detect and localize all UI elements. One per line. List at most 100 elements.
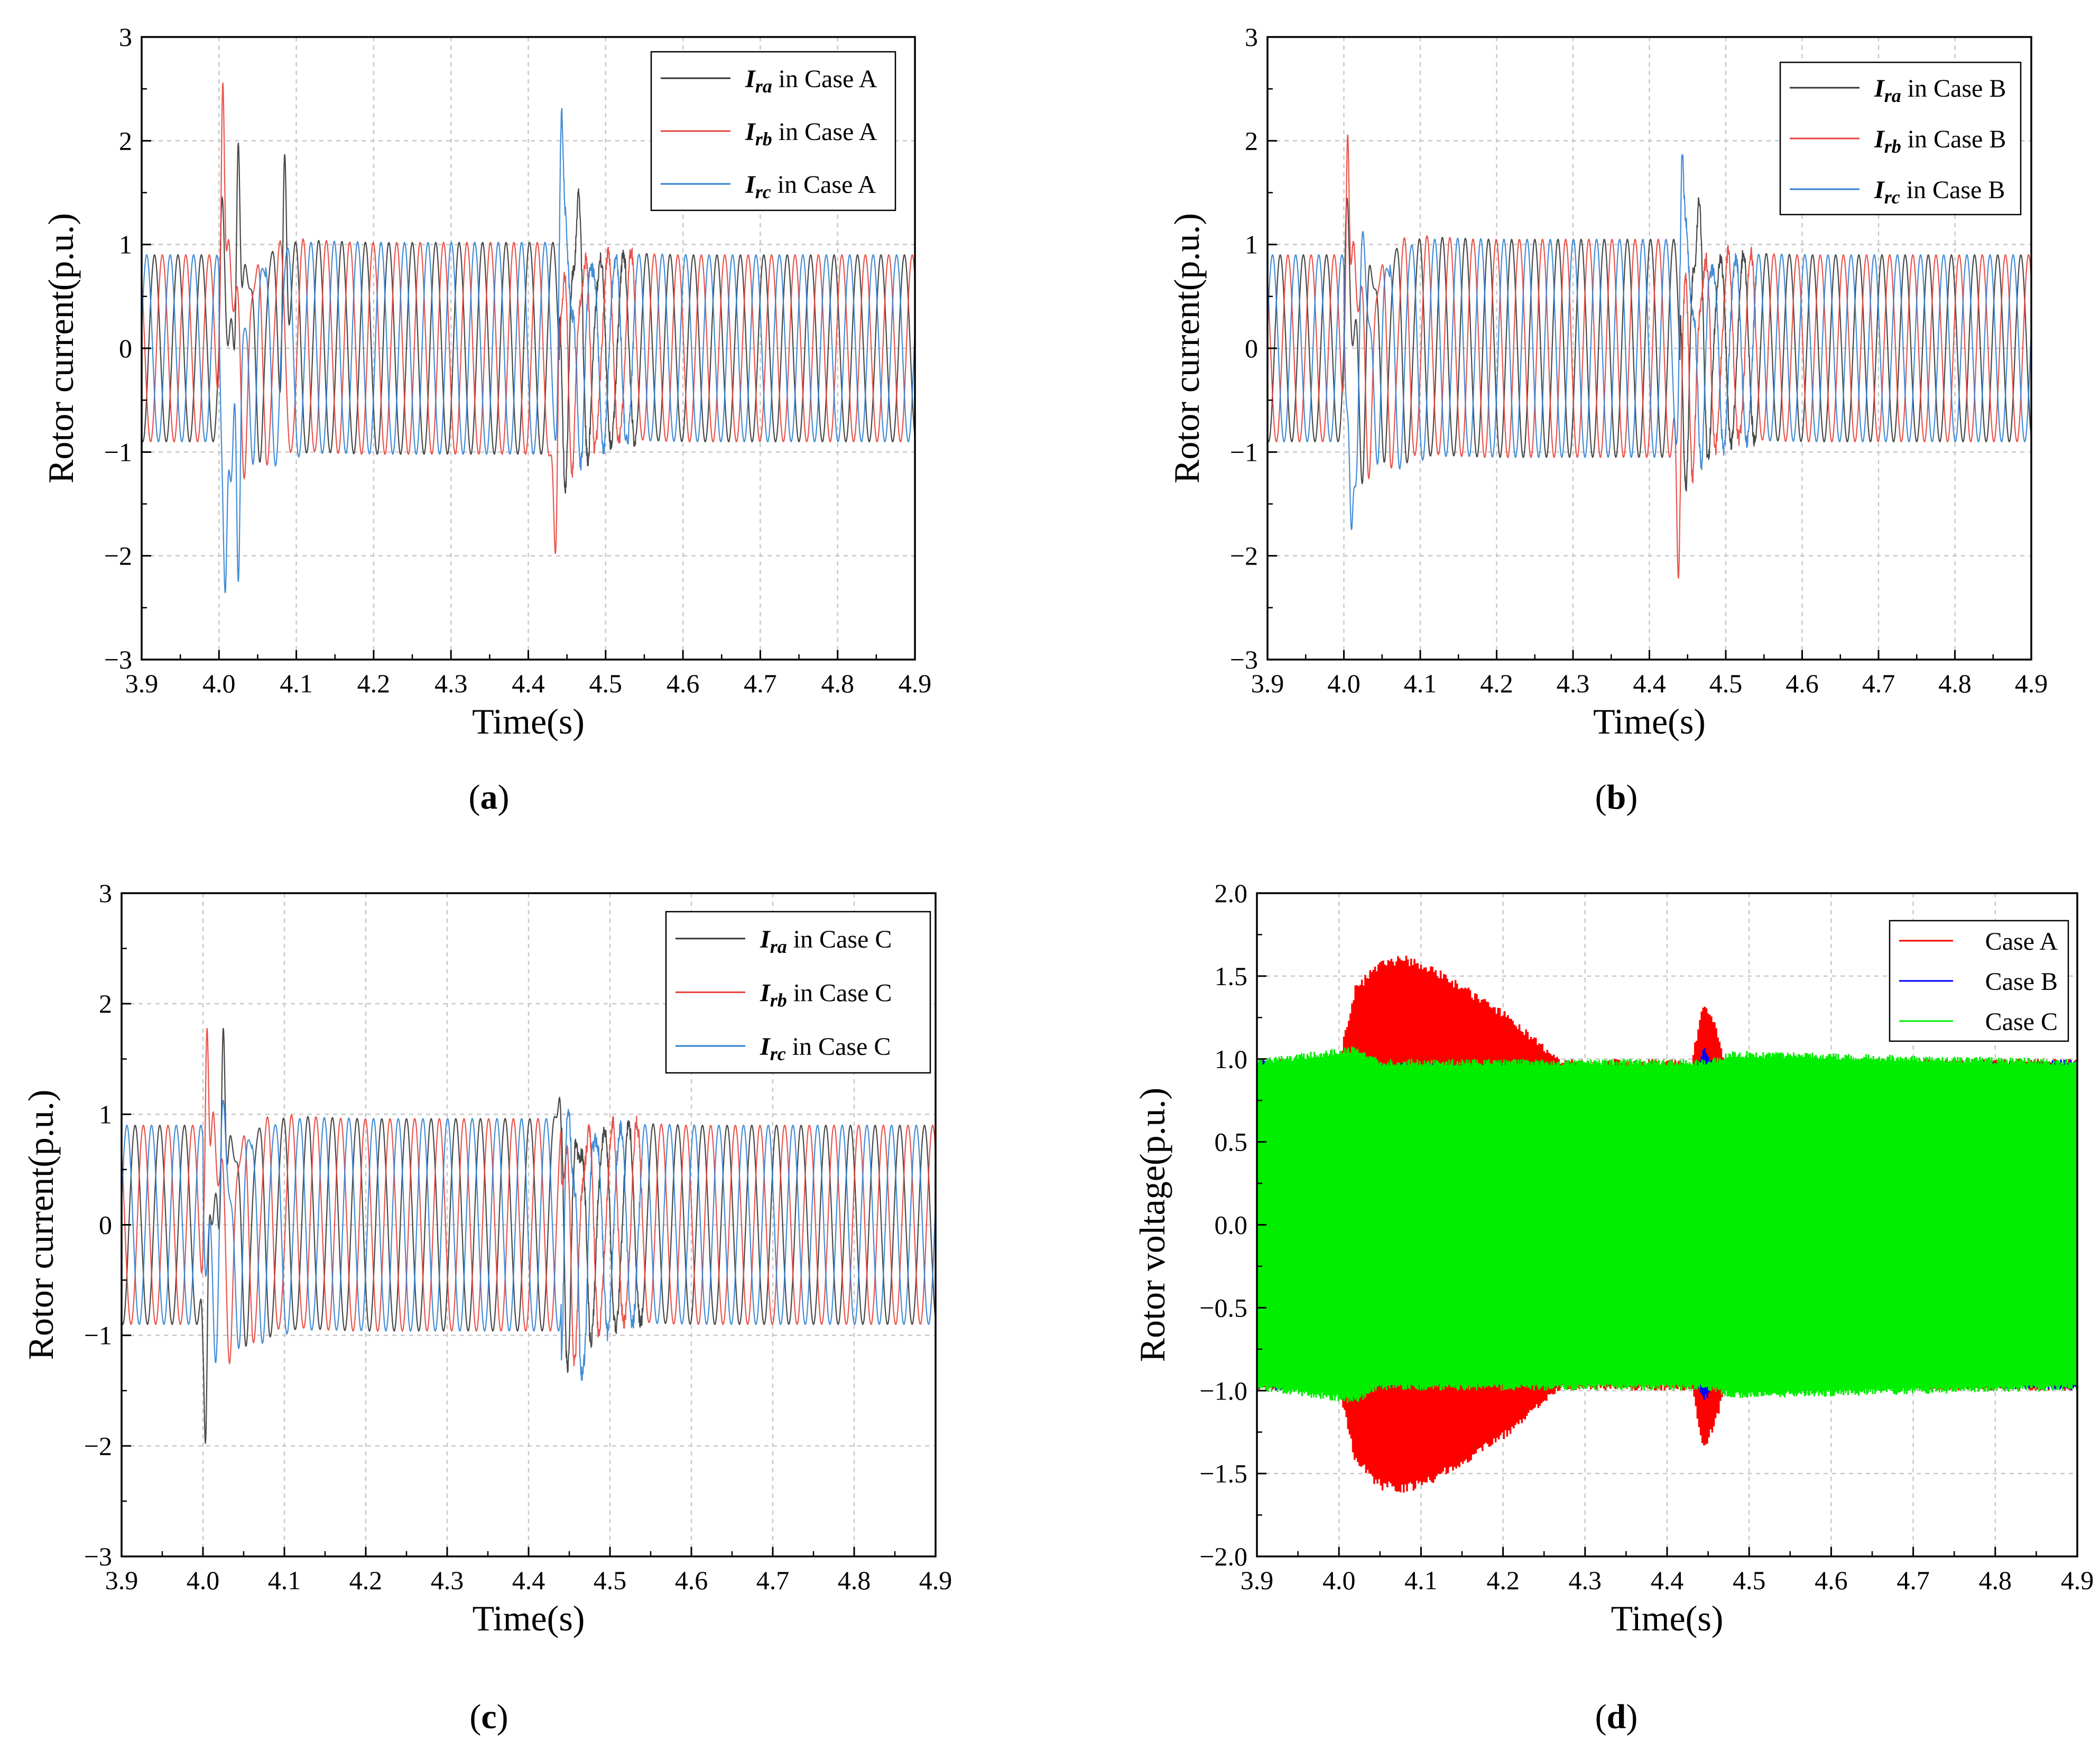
caption-open: ( (469, 778, 480, 817)
y-tick-label: −2 (1230, 541, 1258, 571)
legend-symbol: I (745, 118, 756, 146)
legend-suffix: in Case B (1901, 125, 2006, 153)
legend-symbol: I (1874, 75, 1885, 103)
x-tick-label: 4.8 (1979, 1565, 2012, 1595)
legend-subscript: rc (1884, 187, 1900, 208)
x-tick-label: 4.4 (1633, 669, 1666, 698)
x-tick-label: 4.1 (1404, 669, 1437, 698)
series-line-ra (122, 1028, 936, 1444)
legend-symbol: I (760, 925, 771, 953)
x-tick-label: 4.1 (280, 669, 313, 698)
x-tick-label: 4.0 (187, 1565, 220, 1595)
caption-letter: d (1607, 1698, 1626, 1736)
x-tick-label: 4.4 (512, 669, 545, 698)
caption-close: ) (497, 1698, 508, 1736)
x-tick-label: 4.2 (1486, 1565, 1520, 1595)
x-tick-label: 4.9 (899, 669, 932, 698)
y-tick-label: 0.0 (1215, 1210, 1248, 1240)
series-line-rb (1268, 134, 2031, 579)
y-tick-label: 2 (99, 989, 112, 1018)
plot-area (1268, 134, 2031, 579)
x-tick-label: 4.5 (589, 669, 623, 698)
y-tick-label: 1 (119, 230, 132, 259)
legend-suffix: in Case C (786, 1033, 891, 1061)
caption-open: ( (469, 1698, 481, 1736)
x-tick-label: 4.5 (594, 1565, 627, 1595)
legend-subscript: ra (770, 936, 787, 957)
y-tick-label: −2.0 (1199, 1542, 1247, 1571)
x-tick-label: 4.6 (1786, 669, 1819, 698)
x-tick-label: 4.3 (431, 1565, 464, 1595)
y-tick-label: 3 (119, 22, 132, 52)
y-tick-label: −3 (1230, 645, 1258, 674)
x-tick-label: 3.9 (1241, 1565, 1274, 1595)
y-tick-label: −1 (104, 437, 132, 467)
y-axis-title: Rotor voltage(p.u.) (1132, 1088, 1172, 1362)
legend-label: Irb in Case C (760, 979, 892, 1011)
x-tick-label: 4.7 (1862, 669, 1895, 698)
series-line-rc (122, 1099, 936, 1381)
y-tick-label: −3 (84, 1542, 112, 1571)
chart-panel-c: 3.9 4.0 4.1 4.2 4.3 4.4 4.5 4.6 4.7 4.8 4.9 −3 −2 −1 0… (21, 878, 952, 1736)
x-axis-title: Time(s) (473, 1598, 585, 1638)
legend-subscript: rc (770, 1043, 786, 1064)
y-tick-label: 0 (99, 1210, 112, 1240)
x-tick-label: 4.9 (919, 1565, 952, 1595)
x-axis-title: Time(s) (472, 701, 585, 741)
legend-symbol: I (760, 979, 771, 1007)
legend-subscript: rb (1884, 136, 1901, 157)
legend-suffix: in Case A (772, 118, 877, 146)
x-tick-label: 4.9 (2061, 1565, 2094, 1595)
x-tick-label: 4.3 (1569, 1565, 1602, 1595)
y-tick-label: 3 (99, 878, 112, 908)
legend-subscript: rb (755, 128, 772, 150)
y-tick-label: 1.5 (1215, 961, 1248, 991)
x-axis-title: Time(s) (1593, 701, 1706, 741)
legend-suffix: in Case B (1900, 176, 2005, 204)
x-tick-label: 4.2 (357, 669, 391, 698)
series-line-ra (142, 143, 915, 494)
legend-suffix: in Case A (772, 65, 877, 93)
y-axis-title: Rotor current(p.u.) (41, 213, 81, 484)
x-tick-label: 3.9 (125, 669, 159, 698)
legend-label: Ira in Case C (760, 925, 892, 957)
legend-label: Irc in Case B (1874, 176, 2005, 208)
x-tick-label: 4.0 (1322, 1565, 1356, 1595)
legend-symbol: I (745, 65, 756, 93)
legend-symbol: I (745, 171, 756, 199)
caption-letter: b (1607, 778, 1626, 817)
legend-label: Irb in Case A (745, 118, 877, 150)
series-band-case-c (1257, 1105, 2077, 1345)
legend-symbol: I (760, 1033, 771, 1061)
plot-area (1257, 956, 2077, 1493)
x-tick-label: 4.4 (512, 1565, 545, 1595)
y-tick-label: 0 (1245, 333, 1258, 363)
legend-subscript: ra (1884, 85, 1901, 106)
series-line-ra (1268, 197, 2031, 492)
y-tick-label: −2 (104, 541, 132, 571)
x-tick-label: 4.7 (756, 1565, 790, 1595)
y-tick-label: −3 (104, 645, 132, 674)
caption-open: ( (1595, 1698, 1607, 1736)
x-tick-label: 4.7 (744, 669, 777, 698)
legend-subscript: ra (755, 76, 772, 97)
x-tick-label: 4.9 (2015, 669, 2048, 698)
series-line-rb (122, 1028, 936, 1367)
panel-caption: (b) (1595, 778, 1638, 817)
x-tick-label: 4.6 (1815, 1565, 1848, 1595)
legend-symbol: I (1874, 125, 1885, 153)
x-tick-label: 4.5 (1709, 669, 1743, 698)
legend-label: Irb in Case B (1874, 125, 2006, 157)
legend-suffix: in Case A (771, 171, 876, 199)
y-tick-label: 2.0 (1215, 878, 1248, 908)
x-tick-label: 4.3 (434, 669, 468, 698)
x-tick-label: 4.2 (1480, 669, 1513, 698)
legend-subscript: rc (755, 181, 771, 202)
y-tick-label: −2 (84, 1431, 112, 1461)
panel-caption: (c) (469, 1698, 508, 1736)
x-tick-label: 4.8 (821, 669, 854, 698)
y-tick-label: 0 (119, 333, 132, 363)
caption-close: ) (1626, 778, 1638, 817)
